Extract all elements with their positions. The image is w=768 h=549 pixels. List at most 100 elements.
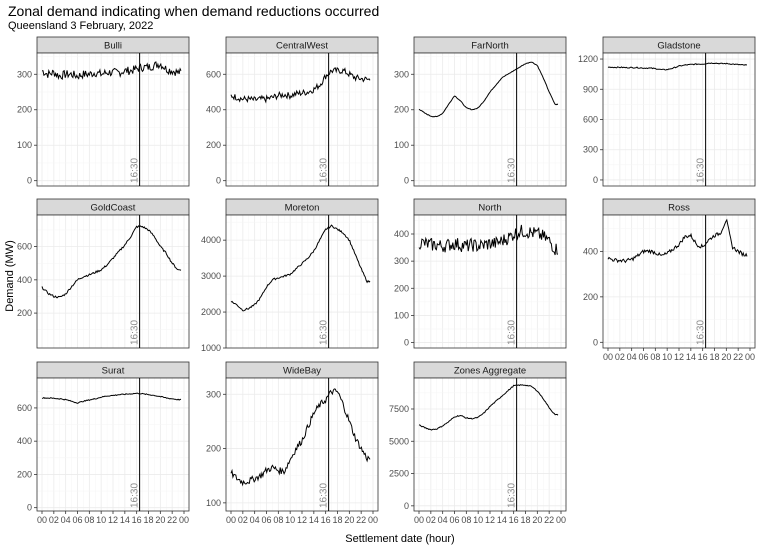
x-tick-label: 16: [509, 515, 519, 525]
series-line-goldcoast: [41, 225, 182, 299]
x-tick-label: 18: [520, 515, 530, 525]
y-tick-label: 600: [583, 115, 598, 125]
y-tick-label: 1200: [578, 54, 598, 64]
y-tick-label: 200: [17, 105, 32, 115]
facet-label-widebay: WideBay: [283, 366, 321, 377]
reference-line-label: 16:30: [319, 158, 330, 183]
y-tick-label: 300: [17, 69, 32, 79]
y-tick-label: 3000: [201, 271, 221, 281]
x-tick-label: 12: [297, 515, 307, 525]
x-tick-label: 20: [155, 515, 165, 525]
x-tick-label: 14: [120, 515, 130, 525]
x-tick-label: 10: [96, 515, 106, 525]
x-tick-label: 16: [321, 515, 331, 525]
facet-label-ross: Ross: [668, 203, 690, 214]
x-tick-label: 08: [650, 352, 660, 362]
y-tick-label: 0: [593, 337, 598, 347]
x-tick-label: 04: [438, 515, 448, 525]
x-tick-label: 10: [473, 515, 483, 525]
y-tick-label: 300: [583, 145, 598, 155]
x-tick-label: 20: [344, 515, 354, 525]
series-line-north: [418, 224, 559, 256]
y-tick-label: 7500: [389, 404, 409, 414]
y-tick-label: 200: [394, 283, 409, 293]
reference-line-label: 16:30: [507, 158, 518, 183]
facet-label-gladstone: Gladstone: [657, 41, 700, 52]
x-tick-label: 00: [368, 515, 378, 525]
y-tick-label: 0: [216, 176, 221, 186]
reference-line-label: 16:30: [130, 158, 141, 183]
facet-label-farnorth: FarNorth: [471, 41, 508, 52]
x-axis-title: Settlement date (hour): [345, 533, 454, 545]
facet-label-moreton: Moreton: [285, 203, 320, 214]
y-tick-label: 0: [404, 338, 409, 348]
x-tick-label: 12: [485, 515, 495, 525]
facet-label-surat: Surat: [102, 366, 125, 377]
x-tick-label: 12: [108, 515, 118, 525]
y-tick-label: 200: [206, 444, 221, 454]
y-tick-label: 400: [394, 229, 409, 239]
y-tick-label: 600: [17, 242, 32, 252]
facet-label-centralwest: CentralWest: [276, 41, 328, 52]
panel-border-farnorth: [413, 52, 567, 187]
reference-line-label: 16:30: [319, 483, 330, 508]
series-line-farnorth: [418, 61, 559, 118]
x-tick-label: 08: [461, 515, 471, 525]
series-line-widebay: [230, 388, 371, 487]
y-tick-label: 600: [206, 69, 221, 79]
series-line-centralwest: [230, 66, 371, 104]
y-tick-label: 5000: [389, 436, 409, 446]
x-tick-label: 22: [544, 515, 554, 525]
y-tick-label: 400: [206, 105, 221, 115]
y-tick-label: 200: [17, 308, 32, 318]
x-tick-label: 04: [250, 515, 260, 525]
y-tick-label: 600: [17, 403, 32, 413]
y-tick-label: 0: [27, 176, 32, 186]
chart-title: Zonal demand indicating when demand redu…: [8, 3, 380, 19]
y-tick-label: 200: [394, 105, 409, 115]
x-tick-label: 02: [49, 515, 59, 525]
x-tick-label: 06: [449, 515, 459, 525]
y-tick-label: 0: [404, 501, 409, 511]
series-line-surat: [41, 392, 182, 404]
y-tick-label: 100: [394, 310, 409, 320]
reference-line-label: 16:30: [696, 158, 707, 183]
x-tick-label: 04: [61, 515, 71, 525]
y-axis-title: Demand (MW): [4, 240, 16, 312]
series-line-gladstone: [607, 62, 747, 71]
reference-line-label: 16:30: [319, 320, 330, 345]
x-tick-label: 14: [686, 352, 696, 362]
reference-line-label: 16:30: [130, 483, 141, 508]
panel-border-goldcoast: [36, 214, 190, 349]
y-tick-label: 200: [583, 292, 598, 302]
x-tick-label: 14: [497, 515, 507, 525]
x-tick-label: 10: [285, 515, 295, 525]
y-tick-label: 4000: [201, 235, 221, 245]
x-tick-label: 00: [556, 515, 566, 525]
x-tick-label: 00: [745, 352, 755, 362]
x-tick-label: 02: [426, 515, 436, 525]
facet-panels: Bulli010020030016:30CentralWest020040060…: [17, 36, 756, 525]
x-tick-label: 10: [662, 352, 672, 362]
x-tick-label: 22: [356, 515, 366, 525]
x-tick-label: 06: [72, 515, 82, 525]
x-tick-label: 14: [309, 515, 319, 525]
reference-line-label: 16:30: [696, 320, 707, 345]
x-tick-label: 04: [627, 352, 637, 362]
panel-border-moreton: [225, 214, 379, 349]
y-tick-label: 400: [17, 436, 32, 446]
series-line-zones-aggregate: [418, 384, 559, 431]
chart-subtitle: Queensland 3 February, 2022: [8, 20, 154, 32]
facet-label-bulli: Bulli: [104, 41, 122, 52]
series-line-moreton: [230, 224, 371, 312]
x-tick-label: 16: [132, 515, 142, 525]
y-tick-label: 400: [583, 246, 598, 256]
y-tick-label: 1000: [201, 343, 221, 353]
x-tick-label: 22: [167, 515, 177, 525]
x-tick-label: 00: [603, 352, 613, 362]
x-tick-label: 20: [721, 352, 731, 362]
x-tick-label: 02: [238, 515, 248, 525]
y-tick-label: 100: [17, 140, 32, 150]
x-tick-label: 00: [226, 515, 236, 525]
